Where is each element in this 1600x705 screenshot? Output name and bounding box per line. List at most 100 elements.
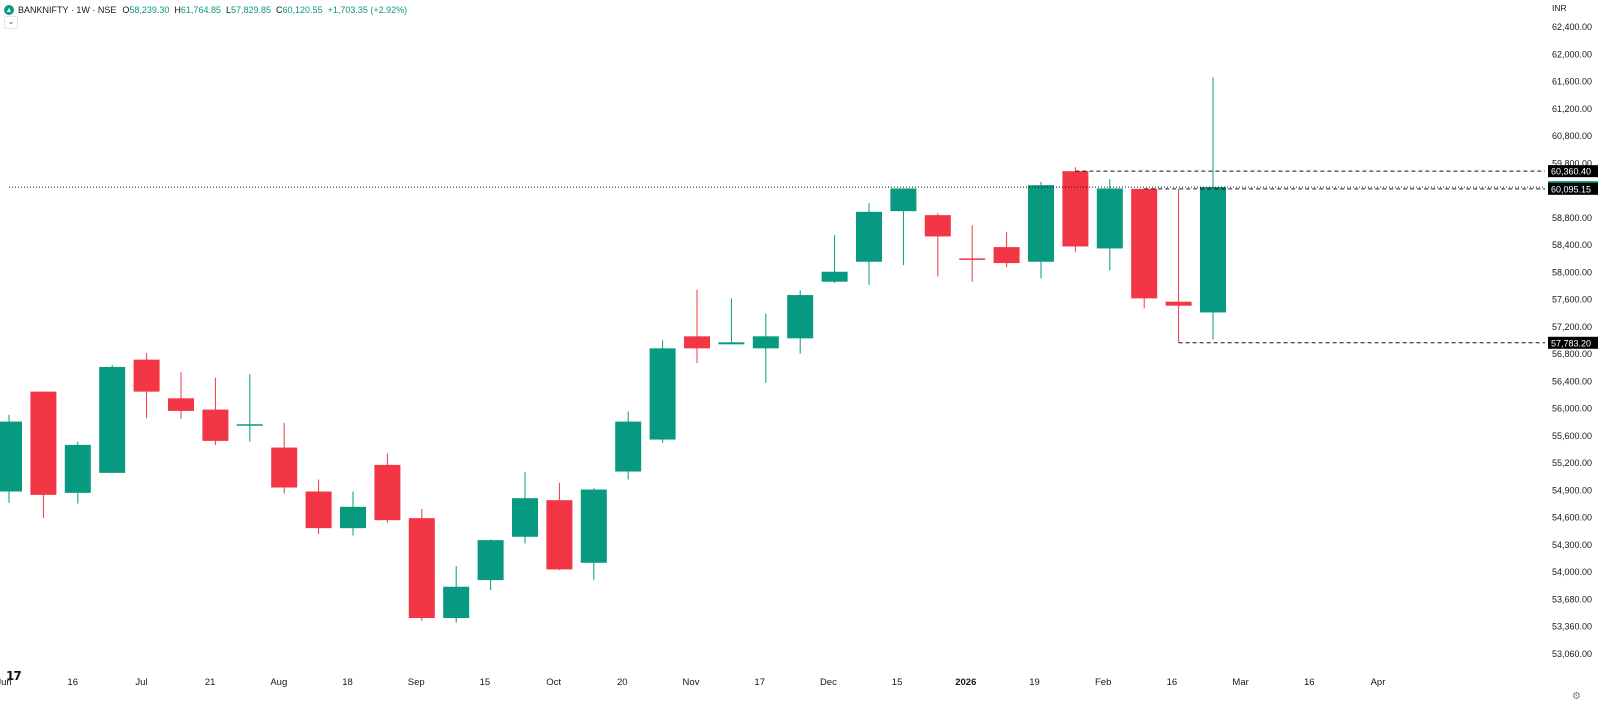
candle-6[interactable] [202, 377, 229, 445]
candle-18[interactable] [615, 411, 642, 480]
candle-body [821, 271, 848, 282]
chevron-down-icon[interactable]: ⌄ [4, 16, 18, 29]
candle-15[interactable] [512, 472, 538, 544]
price-level-badge [1548, 336, 1598, 349]
time-tick-label: 16 [1304, 677, 1315, 688]
candle-29[interactable] [993, 231, 1020, 268]
price-level-label: 57,783.20 [1551, 338, 1591, 348]
candle-body [443, 586, 470, 619]
price-tick-label: 53,360.00 [1552, 622, 1592, 632]
price-tick-label: 54,000.00 [1552, 567, 1592, 577]
time-tick-label: 16 [1167, 677, 1178, 688]
candle-24[interactable] [821, 235, 848, 284]
candle-25[interactable] [856, 203, 882, 286]
candle-8[interactable] [271, 422, 298, 494]
candle-body [649, 348, 676, 440]
candle-21[interactable] [718, 298, 745, 345]
candle-1[interactable] [30, 391, 57, 519]
candle-30[interactable] [1028, 181, 1054, 279]
candle-35[interactable] [1200, 77, 1226, 340]
time-tick-label: Oct [546, 677, 561, 688]
time-tick-label: Aug [270, 677, 287, 688]
candle-13[interactable] [443, 566, 470, 623]
price-tick-label: 57,600.00 [1552, 295, 1592, 305]
price-tick-label: 54,600.00 [1552, 513, 1592, 523]
price-tick-label: 61,200.00 [1552, 104, 1592, 114]
price-tick-label: 60,800.00 [1552, 131, 1592, 141]
time-tick-label: Mar [1232, 677, 1248, 688]
candle-body [133, 359, 160, 392]
candle-16[interactable] [546, 482, 573, 571]
price-axis[interactable]: INR 62,400.00 62,000.00 61,600.00 61,200.00 6… [1548, 3, 1598, 659]
candle-body [1028, 185, 1054, 262]
time-tick-label: 16 [67, 677, 78, 688]
candle-body [1062, 171, 1089, 247]
candle-7[interactable] [236, 374, 263, 442]
candle-body [546, 500, 573, 570]
candle-33[interactable] [1131, 188, 1158, 309]
candle-0[interactable] [0, 414, 22, 503]
candle-body [202, 409, 229, 441]
candle-body [1165, 301, 1192, 306]
candle-31[interactable] [1062, 167, 1089, 252]
high-label: H [174, 5, 181, 15]
time-tick-label: 15 [892, 677, 903, 688]
time-tick-label: 21 [205, 677, 216, 688]
candle-body [168, 398, 194, 411]
time-tick-label: Feb [1095, 677, 1111, 688]
candle-27[interactable] [924, 213, 951, 277]
price-level-badge [1548, 182, 1598, 195]
time-tick-label: 17 [754, 677, 765, 688]
candle-body [787, 295, 814, 339]
currency-label[interactable]: INR [1552, 3, 1567, 13]
price-tick-label: 55,600.00 [1552, 431, 1592, 441]
price-tick-label: 58,000.00 [1552, 267, 1592, 277]
candle-17[interactable] [580, 488, 607, 581]
candle-body [271, 447, 298, 488]
symbol-label[interactable]: BANKNIFTY · 1W · NSE [18, 5, 117, 15]
time-axis[interactable]: Jun 16 Jul 21 Aug 18 Sep 15 Oct 20 Nov 17 Dec 15 2026 1… [0, 677, 1385, 688]
candle-22[interactable] [752, 313, 779, 383]
candle-32[interactable] [1096, 179, 1123, 271]
time-tick-label: 18 [342, 677, 353, 688]
candle-2[interactable] [64, 441, 91, 504]
candle-26[interactable] [890, 188, 917, 266]
candle-3[interactable] [99, 364, 126, 473]
time-tick-label: 2026 [955, 677, 976, 688]
candle-23[interactable] [787, 290, 814, 354]
candle-11[interactable] [374, 453, 401, 523]
close-label: C [276, 5, 283, 15]
price-level-label: 60,095.15 [1551, 184, 1591, 194]
candle-34[interactable] [1165, 188, 1192, 343]
candle-5[interactable] [168, 372, 194, 419]
candle-body [408, 518, 435, 619]
price-tick-label: 53,680.00 [1552, 594, 1592, 604]
candle-body [580, 489, 607, 563]
high-value: 61,764.85 [180, 5, 221, 15]
price-level-badge [1548, 165, 1598, 178]
open-label: O [122, 5, 130, 15]
candle-body [1131, 188, 1158, 299]
price-tick-label: 62,400.00 [1552, 22, 1592, 32]
candle-body [615, 421, 642, 472]
candle-body [99, 366, 126, 473]
candle-28[interactable] [959, 225, 986, 282]
candle-20[interactable] [684, 289, 710, 363]
candle-body [340, 506, 366, 529]
candle-body [30, 391, 57, 495]
candle-12[interactable] [408, 508, 435, 621]
low-label: L [225, 5, 231, 15]
candle-14[interactable] [477, 539, 504, 591]
legend-header: ▲ BANKNIFTY · 1W · NSE O 58,239.30 H 61,… [4, 3, 412, 17]
candle-19[interactable] [649, 340, 676, 443]
candle-body [684, 336, 710, 349]
close-value: 60,120.55 [282, 5, 323, 15]
change-value: +1,703.35 (+2.92%) [327, 5, 408, 15]
price-tick-label: 56,400.00 [1552, 376, 1592, 386]
candle-10[interactable] [340, 491, 366, 536]
gear-icon[interactable]: ⚙ [1572, 691, 1581, 702]
candle-9[interactable] [305, 479, 332, 535]
candle-4[interactable] [133, 352, 160, 419]
tradingview-logo[interactable]: 17 [6, 669, 22, 683]
